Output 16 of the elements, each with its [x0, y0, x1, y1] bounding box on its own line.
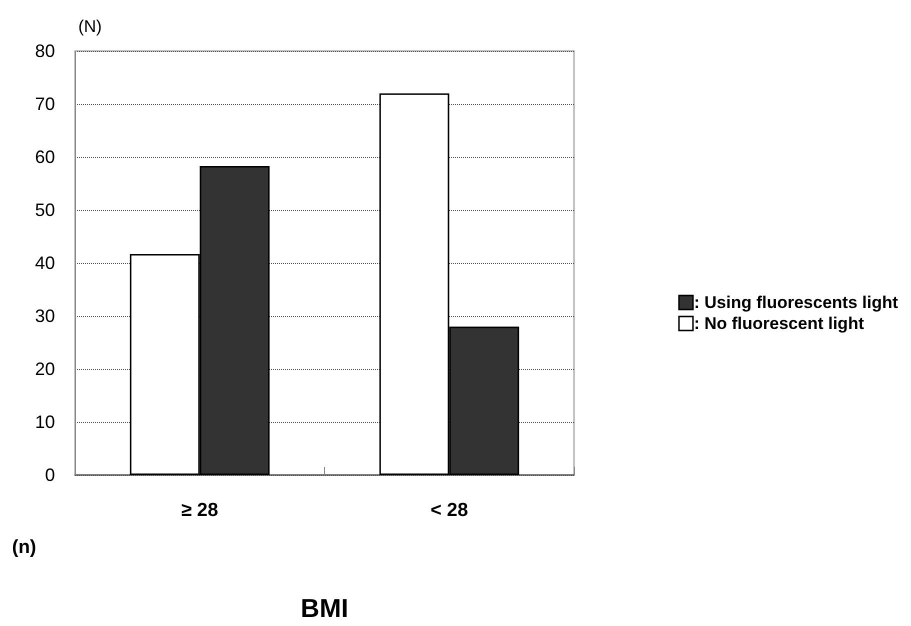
text: (n): [12, 537, 36, 558]
y-tick-label: 0: [44, 465, 55, 485]
legend-label: : Using fluorescents light: [694, 293, 898, 312]
x-tick-label: ≥ 28: [181, 500, 218, 521]
y-tick-label: 80: [34, 41, 55, 61]
y-tick-label: 70: [34, 94, 55, 114]
y-tick-label: 50: [34, 200, 55, 220]
y-axis-title: (N): [78, 17, 102, 36]
x-tick-label: < 28: [430, 500, 468, 521]
x-axis-title: BMI: [300, 593, 348, 623]
legend-label: : No fluorescent light: [694, 314, 864, 333]
y-tick-label: 60: [34, 147, 55, 167]
y-tick-label: 30: [34, 306, 55, 326]
y-tick-label: 40: [34, 253, 55, 273]
y-tick-label: 10: [34, 412, 55, 432]
y-tick-label: 20: [34, 359, 55, 379]
